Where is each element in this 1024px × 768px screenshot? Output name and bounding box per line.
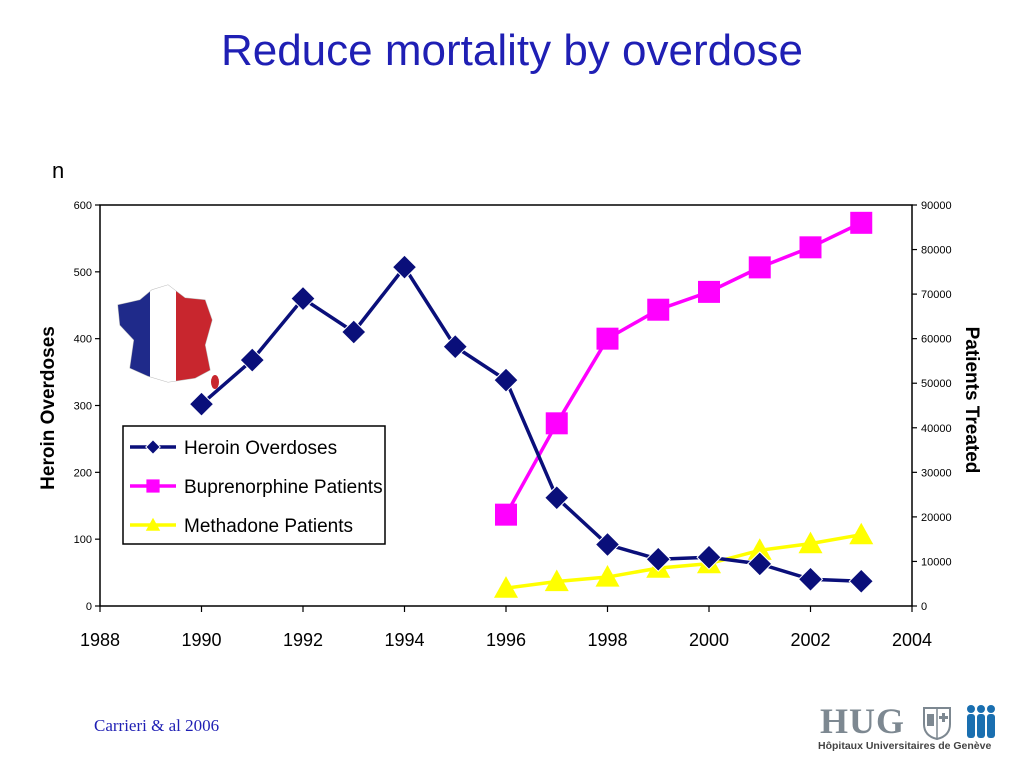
heroin-overdoses-point: [848, 568, 874, 594]
legend-label-buprenorphine-patients: Buprenorphine Patients: [184, 477, 383, 498]
heroin-overdoses-point: [239, 347, 265, 373]
logo-text: HUG: [820, 701, 906, 741]
buprenorphine-patients-point: [545, 412, 568, 435]
y-right-tick-label: 0: [921, 601, 927, 613]
heroin-overdoses-point: [645, 546, 671, 572]
x-tick-label: 1994: [384, 630, 424, 650]
y-left-tick-label: 300: [74, 401, 92, 413]
x-tick-label: 1990: [181, 630, 221, 650]
heroin-overdoses-point: [391, 254, 418, 280]
slide-title: Reduce mortality by overdose: [220, 26, 804, 75]
buprenorphine-patients-point: [647, 298, 670, 321]
heroin-overdoses-point: [290, 285, 316, 312]
buprenorphine-patients-point: [850, 211, 873, 234]
people-icon: [967, 705, 995, 738]
methadone-patients-point: [798, 531, 823, 554]
chart: 1988 1990 1992 1994 1996 1998 2000 2002 20040100…: [38, 200, 982, 650]
y-right-tick-label: 30000: [921, 467, 952, 479]
france-map-image: [117, 284, 219, 389]
buprenorphine-patients-point: [495, 503, 517, 526]
x-tick-label: 2002: [790, 630, 830, 650]
buprenorphine-patients-point: [698, 280, 720, 303]
y-right-tick-label: 80000: [921, 245, 952, 257]
shield-icon: [923, 707, 951, 740]
y-right-tick-label: 50000: [921, 378, 952, 390]
methadone-patients-point: [747, 538, 772, 560]
axes: 1988 1990 1992 1994 1996 1998 2000 2002 20040100…: [74, 200, 952, 650]
heroin-overdoses-point: [747, 551, 773, 577]
y-right-tick-label: 20000: [921, 512, 952, 524]
y-left-tick-label: 500: [74, 267, 92, 279]
legend-label-methadone-patients: Methadone Patients: [184, 516, 353, 537]
y-left-axis-title: Heroin Overdoses: [38, 326, 59, 490]
y-right-tick-label: 90000: [921, 200, 952, 212]
hug-logo: HUG Hôpitaux Universitaires de Genève: [818, 701, 998, 754]
citation: Carrieri & al 2006: [94, 716, 220, 735]
heroin-overdoses-point: [493, 367, 519, 393]
buprenorphine-patients-line: [504, 221, 863, 516]
heroin-overdoses-point: [696, 544, 722, 570]
y-left-tick-label: 100: [74, 534, 92, 546]
methadone-patients-point: [494, 576, 518, 598]
logo-subtitle: Hôpitaux Universitaires de Genève: [818, 740, 992, 752]
x-tick-label: 2000: [689, 630, 729, 650]
y-left-tick-label: 400: [74, 334, 92, 346]
heroin-overdoses-point: [341, 319, 367, 345]
buprenorphine-patients-point: [748, 256, 771, 279]
methadone-patients-line: [505, 532, 862, 590]
buprenorphine-patients-point: [596, 327, 619, 350]
legend-marker-heroin-overdoses: [145, 439, 161, 455]
x-tick-label: 2004: [892, 630, 932, 650]
legend-label-heroin-overdoses: Heroin Overdoses: [184, 438, 337, 459]
heroin-overdoses-point: [594, 531, 621, 558]
y-right-tick-label: 70000: [921, 289, 952, 301]
methadone-patients-point: [595, 565, 620, 587]
y-right-axis-title: Patients Treated: [961, 327, 982, 474]
legend-marker-buprenorphine-patients: [146, 479, 160, 493]
y-right-tick-label: 40000: [921, 423, 952, 435]
buprenorphine-patients-point: [799, 236, 822, 259]
legend-marker-methadone-patients: [145, 517, 161, 531]
x-tick-label: 1998: [587, 630, 627, 650]
corner-label: n: [52, 158, 65, 183]
methadone-patients-point: [849, 522, 874, 545]
x-tick-label: 1996: [486, 630, 526, 650]
y-right-tick-label: 10000: [921, 556, 952, 568]
x-tick-label: 1992: [283, 630, 323, 650]
series-layer: [188, 211, 874, 598]
y-left-tick-label: 200: [74, 467, 92, 479]
methadone-patients-point: [544, 569, 569, 592]
heroin-overdoses-point: [797, 566, 824, 592]
heroin-overdoses-point: [544, 485, 570, 511]
heroin-overdoses-point: [188, 391, 215, 417]
y-left-tick-label: 600: [74, 200, 92, 212]
x-tick-label: 1988: [80, 630, 120, 650]
legend: Heroin Overdoses Buprenorphine Patients Me…: [122, 425, 386, 545]
heroin-overdoses-point: [442, 333, 468, 360]
y-right-tick-label: 60000: [921, 334, 952, 346]
y-left-tick-label: 0: [86, 601, 92, 613]
